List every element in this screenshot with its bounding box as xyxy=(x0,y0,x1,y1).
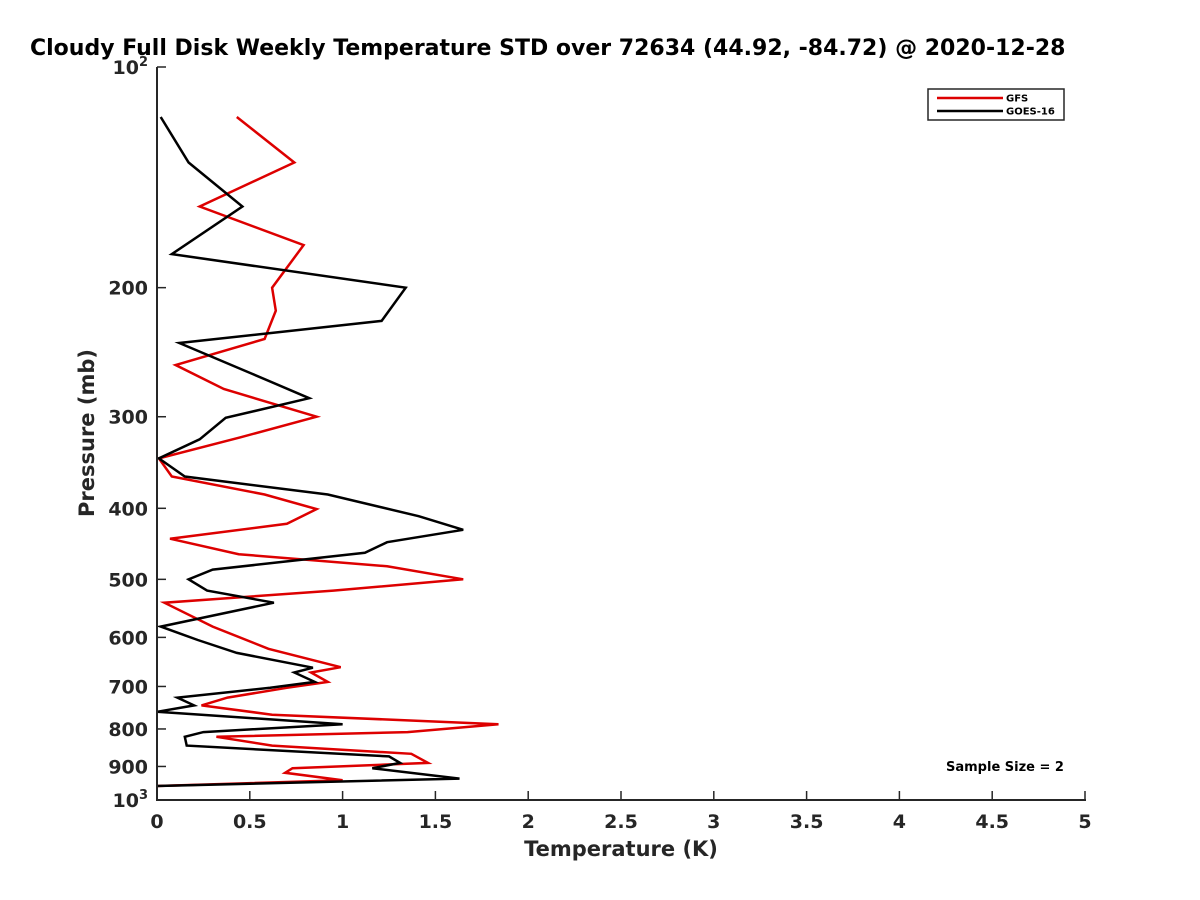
sample-size-annotation: Sample Size = 2 xyxy=(946,760,1064,775)
x-tick-label: 0 xyxy=(150,811,163,833)
x-tick-label: 3.5 xyxy=(790,811,824,833)
y-tick-label: 800 xyxy=(108,719,148,741)
x-tick-label: 0.5 xyxy=(233,811,267,833)
y-tick-label: 200 xyxy=(108,278,148,300)
x-tick-label: 1 xyxy=(336,811,349,833)
x-tick-label: 4.5 xyxy=(975,811,1009,833)
legend-box xyxy=(927,88,1065,121)
x-ticks: 0 0.5 1 1.5 2 2.5 3 3.5 4 4.5 5 xyxy=(150,791,1092,833)
x-tick-label: 5 xyxy=(1078,811,1091,833)
legend: GFS GOES-16 xyxy=(927,88,1065,121)
series-line-gfs xyxy=(156,116,499,788)
x-tick-label: 2.5 xyxy=(604,811,638,833)
y-tick-label: 900 xyxy=(108,756,148,778)
y-tick-label: 600 xyxy=(108,627,148,649)
x-tick-label: 3 xyxy=(707,811,720,833)
series-line-goes16 xyxy=(156,116,464,788)
axes xyxy=(156,67,1086,801)
y-tick-label: 400 xyxy=(108,498,148,520)
y-tick-label: 700 xyxy=(108,676,148,698)
legend-label-gfs: GFS xyxy=(1006,94,1028,105)
y-axis-label: Pressure (mb) xyxy=(75,349,99,517)
series-layer xyxy=(156,116,499,788)
x-axis-label: Temperature (K) xyxy=(524,837,718,861)
y-ticks: 102 200 300 400 500 600 700 800 900 103 xyxy=(108,55,166,812)
y-tick-label: 300 xyxy=(108,407,148,429)
y-tick-label: 500 xyxy=(108,569,148,591)
y-tick-label: 102 xyxy=(113,55,149,79)
x-tick-label: 1.5 xyxy=(419,811,453,833)
y-tick-label: 103 xyxy=(113,788,149,812)
x-tick-label: 2 xyxy=(522,811,535,833)
legend-label-goes16: GOES-16 xyxy=(1006,107,1055,118)
x-tick-label: 4 xyxy=(893,811,906,833)
chart-title: Cloudy Full Disk Weekly Temperature STD … xyxy=(30,36,1065,61)
